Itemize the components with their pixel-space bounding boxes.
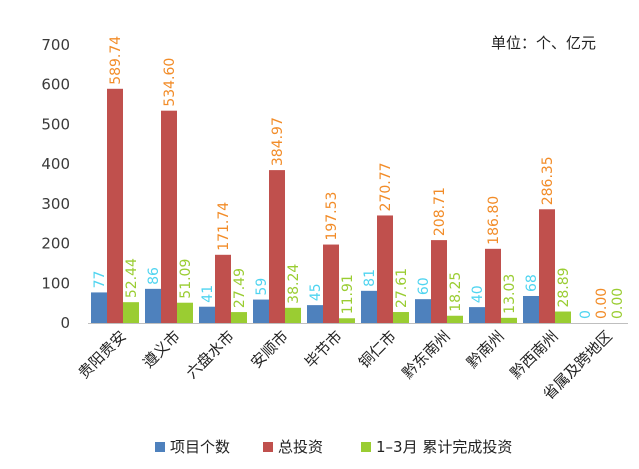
y-tick-label: 0 xyxy=(60,314,70,332)
bar-completed-investment xyxy=(393,312,409,323)
x-tick-label: 黔西南州 xyxy=(507,327,562,382)
data-label: 13.03 xyxy=(502,274,518,314)
data-label: 81 xyxy=(362,269,378,287)
bar-project-count xyxy=(145,288,161,323)
bar-completed-investment xyxy=(177,302,193,323)
data-label: 18.25 xyxy=(448,272,464,312)
data-labels: 77 589.74 52.44 86 534.60 51.09 41 171.74 27.49 5… xyxy=(92,36,626,319)
data-label: 171.74 xyxy=(216,202,232,251)
data-label: 59 xyxy=(254,278,270,296)
bar-total-investment xyxy=(215,254,231,323)
bar-completed-investment xyxy=(339,318,355,323)
bar-project-count xyxy=(91,292,107,323)
y-tick-label: 400 xyxy=(41,155,70,173)
legend: 项目个数 总投资 1–3月 累计完成投资 xyxy=(155,438,512,456)
y-tick-label: 500 xyxy=(41,115,70,133)
data-label: 41 xyxy=(200,285,216,303)
x-tick-label: 黔南州 xyxy=(463,327,508,372)
data-label: 45 xyxy=(308,283,324,301)
bar-project-count xyxy=(199,306,215,323)
data-label: 86 xyxy=(146,267,162,285)
unit-note: 单位：个、亿元 xyxy=(491,34,596,52)
bar-total-investment xyxy=(377,215,393,323)
data-label: 27.49 xyxy=(232,268,248,308)
data-label: 0 xyxy=(578,310,594,319)
bar-total-investment xyxy=(485,248,501,323)
data-label: 0.00 xyxy=(610,288,626,319)
data-label: 270.77 xyxy=(378,162,394,211)
x-tick-label: 贵阳贵安 xyxy=(75,327,130,382)
y-tick-label: 200 xyxy=(41,235,70,253)
y-tick-label: 700 xyxy=(41,36,70,54)
legend-label: 项目个数 xyxy=(170,438,230,456)
data-label: 197.53 xyxy=(324,192,340,241)
bar-completed-investment xyxy=(285,307,301,323)
bar-total-investment xyxy=(107,88,123,323)
data-label: 28.89 xyxy=(556,267,572,307)
bar-total-investment xyxy=(269,170,285,323)
y-tick-label: 100 xyxy=(41,274,70,292)
data-label: 77 xyxy=(92,271,108,289)
data-label: 68 xyxy=(524,274,540,292)
data-label: 286.35 xyxy=(540,156,556,205)
data-label: 52.44 xyxy=(124,258,140,298)
bar-total-investment xyxy=(161,110,177,323)
bar-project-count xyxy=(253,299,269,323)
data-label: 534.60 xyxy=(162,58,178,107)
data-label: 60 xyxy=(416,277,432,295)
bar-project-count xyxy=(307,305,323,323)
legend-swatch xyxy=(263,442,273,452)
legend-label: 总投资 xyxy=(278,438,323,456)
x-tick-label: 毕节市 xyxy=(301,327,346,372)
bar-total-investment xyxy=(431,240,447,323)
data-label: 27.61 xyxy=(394,268,410,308)
bar-project-count xyxy=(361,290,377,323)
legend-swatch xyxy=(361,442,371,452)
data-label: 40 xyxy=(470,285,486,303)
data-label: 186.80 xyxy=(486,196,502,245)
bar-completed-investment xyxy=(501,317,517,323)
y-tick-label: 300 xyxy=(41,195,70,213)
data-label: 384.97 xyxy=(270,117,286,166)
x-tick-label: 黔东南州 xyxy=(399,327,454,382)
bar-total-investment xyxy=(539,209,555,323)
data-label: 208.71 xyxy=(432,187,448,236)
data-label: 11.91 xyxy=(340,274,356,314)
x-tick-label: 铜仁市 xyxy=(355,327,400,372)
bar-completed-investment xyxy=(555,311,571,323)
bars xyxy=(91,88,571,323)
data-label: 589.74 xyxy=(108,36,124,85)
bar-project-count xyxy=(469,307,485,323)
x-tick-label: 遵义市 xyxy=(139,327,184,372)
data-label: 0.00 xyxy=(594,288,610,319)
data-label: 51.09 xyxy=(178,259,194,299)
bar-completed-investment xyxy=(123,302,139,323)
bar-completed-investment xyxy=(231,312,247,323)
bar-completed-investment xyxy=(447,315,463,323)
x-tick-label: 安顺市 xyxy=(247,327,292,372)
bar-project-count xyxy=(415,299,431,323)
data-label: 38.24 xyxy=(286,264,302,304)
x-tick-label: 六盘水市 xyxy=(183,327,238,382)
legend-swatch xyxy=(155,442,165,452)
y-tick-label: 600 xyxy=(41,76,70,94)
bar-project-count xyxy=(523,295,539,323)
bar-total-investment xyxy=(323,244,339,323)
legend-label: 1–3月 累计完成投资 xyxy=(376,438,512,456)
